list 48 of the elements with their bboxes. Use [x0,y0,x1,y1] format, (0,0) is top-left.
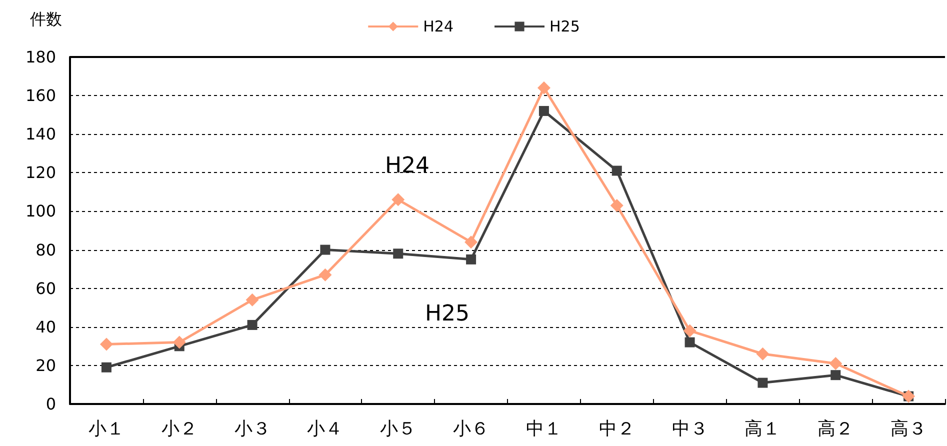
point [246,293,259,306]
annotation: H24 [384,154,430,178]
point [464,236,478,249]
x-tick-label: 高３ [890,418,927,440]
x-tick-label: 小５ [380,418,416,440]
y-tick-label: 160 [25,86,56,106]
x-tick-label: 小１ [88,418,124,440]
point [830,370,841,380]
point [172,336,186,349]
x-tick-label: 中１ [526,418,562,440]
point [537,81,550,94]
point [393,248,404,259]
point [100,338,113,351]
legend-label: H24 [423,18,454,36]
y-axis-title: 件数 [30,10,62,28]
x-tick-label: 高１ [744,418,781,440]
x-tick-label: 中３ [672,418,708,440]
y-tick-label: 100 [25,202,56,221]
y-tick-label: 120 [25,163,56,182]
x-tick-label: 小３ [234,418,270,440]
x-tick-label: 小２ [161,418,198,440]
point [758,378,768,388]
point [320,244,330,255]
point [466,254,476,264]
point [318,268,332,282]
y-tick-label: 60 [36,278,56,298]
y-tick-label: 80 [36,240,56,260]
point [756,347,770,360]
point [683,324,696,338]
point [610,198,624,212]
y-tick-label: 20 [36,356,56,375]
point [538,106,549,116]
x-tick-label: 中２ [598,418,635,440]
x-tick-label: 高２ [818,418,854,440]
point [612,166,622,176]
x-tick-label: 小４ [307,418,344,440]
y-tick-label: 40 [36,317,56,336]
y-tick-label: 180 [25,48,56,66]
legend-label: H25 [550,18,580,36]
point [101,362,112,372]
x-tick-label: 小６ [453,418,490,440]
point [829,357,842,370]
annotation: H25 [424,302,470,326]
point [392,193,405,206]
point [247,320,258,330]
point [684,337,695,348]
y-tick-label: 140 [25,124,56,144]
y-tick-label: 0 [46,394,56,414]
